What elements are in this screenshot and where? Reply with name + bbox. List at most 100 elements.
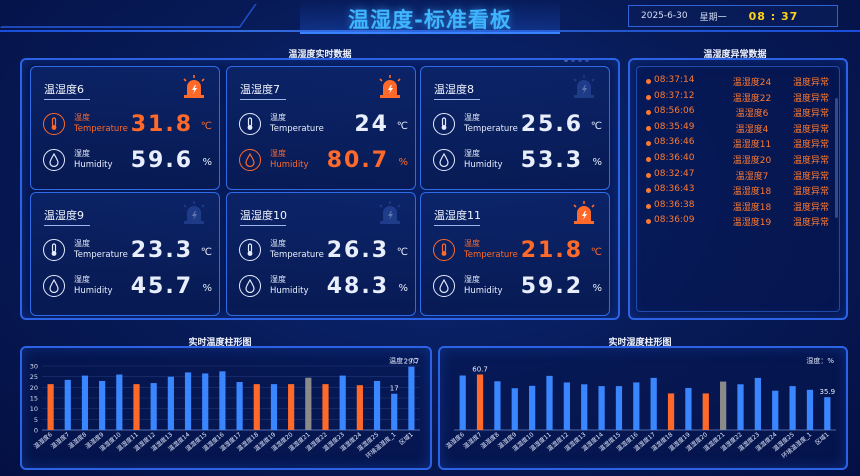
humidity-drop-icon [43,275,65,297]
chart-bar [133,384,140,430]
humidity-label-en: Humidity [74,286,113,296]
data-label: 17 [390,385,399,393]
temperature-row: 温度 Temperature 23.3 ℃ [43,237,215,265]
humidity-value: 80.7 [326,148,389,173]
abnormal-scrollbar[interactable] [835,98,838,218]
x-tick-label: 区域1 [397,430,414,446]
sensor-card[interactable]: 温湿度11 温度 Temperature 21.8 ℃ [420,192,610,316]
sensor-name: 温湿度9 [44,209,84,222]
sensor-card[interactable]: 温湿度6 温度 Temperature 31.8 ℃ [30,66,220,190]
weekday-text: 星期一 [699,12,727,23]
realtime-section-title: 温湿度实时数据 [288,50,352,60]
temp-chart-panel: 温度：℃ 0 5 10 15 20 25 30 温湿度6 温湿度7 温湿度8 温湿度9 温湿度10 温湿度… [20,346,432,470]
sensor-name: 温湿度8 [434,83,474,96]
temperature-value: 31.8 [130,112,193,137]
abnormal-list-item[interactable]: 08:36:09 温湿度19 温度异常 [646,215,836,231]
temp-chart-title: 实时温度柱形图 [188,338,252,348]
temperature-unit: ℃ [200,121,212,132]
y-tick-label: 30 [30,363,38,371]
abnormal-time: 08:37:12 [654,90,695,101]
abnormal-list-item[interactable]: 08:35:49 温湿度4 温度异常 [646,122,836,138]
chart-bar [615,386,623,430]
humidity-unit: % [202,283,212,294]
x-tick-label: 区域1 [813,430,830,446]
humidity-row: 湿度 Humidity 59.6 % [43,147,215,175]
abnormal-list-item[interactable]: 08:36:43 温湿度18 温度异常 [646,184,836,200]
chart-bar [598,386,605,430]
abnormal-status: 温度异常 [792,109,829,120]
abnormal-status: 温度异常 [792,171,829,182]
alert-dot-icon [646,188,651,194]
humidity-value: 53.3 [520,148,583,173]
sensor-card[interactable]: 温湿度8 温度 Temperature 25.6 ℃ [420,66,610,190]
sensor-name: 温湿度6 [44,83,84,96]
abnormal-time: 08:36:46 [654,137,695,148]
abnormal-panel [628,58,848,320]
chart-bar [720,381,727,430]
chart-bar [270,384,278,430]
temperature-unit: ℃ [396,121,408,132]
humidity-label: 湿度 [464,275,480,284]
y-tick-label: 5 [34,416,38,424]
alarm-light-inactive-icon [379,201,401,224]
alert-dot-icon [646,141,651,147]
chart-bar [116,374,123,430]
abnormal-list-item[interactable]: 08:37:12 温湿度22 温度异常 [646,91,836,107]
temperature-label-en: Temperature [464,124,518,134]
abnormal-status: 温度异常 [792,93,829,104]
chart-unit-label: 温度：℃ [389,356,418,365]
abnormal-list-item[interactable]: 08:32:47 温湿度7 温度异常 [646,169,836,185]
chart-bar [563,382,570,430]
alarm-light-icon [379,75,401,98]
alert-dot-icon [646,172,651,178]
chart-bar [202,373,209,430]
temperature-label: 温度 [464,239,480,248]
temperature-value: 25.6 [520,112,583,137]
sensor-name: 温湿度11 [434,209,481,222]
humidity-drop-icon [433,275,455,297]
sensor-name-underline [44,99,90,100]
thermometer-icon [239,113,261,135]
y-tick-label: 0 [34,427,38,435]
abnormal-sensor: 温湿度11 [732,140,772,151]
pager-dots[interactable] [563,48,591,62]
temperature-value: 26.3 [326,238,389,263]
abnormal-status: 温度异常 [792,78,829,88]
chart-bar [737,384,744,430]
thermometer-icon [433,239,455,261]
abnormal-time: 08:36:40 [654,153,695,163]
sensor-card[interactable]: 温湿度9 温度 Temperature 23.3 ℃ [30,192,220,316]
data-label: 29.7 [404,358,420,366]
temperature-value: 23.3 [130,238,193,263]
chart-bar [64,379,71,430]
sensor-name-underline [240,225,286,226]
abnormal-list-item[interactable]: 08:36:40 温湿度20 温度异常 [646,153,836,169]
humidity-value: 59.2 [520,274,583,299]
chart-bar [167,376,174,430]
abnormal-list-item[interactable]: 08:37:14 温湿度24 温度异常 [646,75,836,91]
temperature-label-en: Temperature [74,250,128,260]
temperature-unit: ℃ [590,121,602,132]
sensor-card[interactable]: 温湿度7 温度 Temperature 24 ℃ [226,66,416,190]
humidity-row: 湿度 Humidity 48.3 % [239,273,411,301]
y-tick-label: 25 [30,373,38,381]
sensor-card[interactable]: 温湿度10 温度 Temperature 26.3 ℃ [226,192,416,316]
abnormal-time: 08:36:43 [654,184,695,195]
humidity-value: 45.7 [130,274,193,299]
abnormal-list-item[interactable]: 08:36:38 温湿度18 温度异常 [646,200,836,216]
chart-bar [529,385,536,430]
chart-bar [288,384,295,430]
temperature-label-en: Temperature [464,250,518,260]
abnormal-sensor: 温湿度7 [735,171,769,182]
abnormal-list-item[interactable]: 08:56:06 温湿度6 温度异常 [646,106,836,122]
abnormal-time: 08:35:49 [654,121,695,132]
page-title: 温湿度-标准看板 [348,8,512,32]
abnormal-time: 08:32:47 [654,168,695,179]
abnormal-list-item[interactable]: 08:36:46 温湿度11 温度异常 [646,137,836,153]
chart-bar [219,371,226,430]
chart-bar [81,375,89,430]
chart-bar [650,377,657,430]
chart-bar [581,384,588,430]
header-divider [0,30,860,32]
abnormal-sensor: 温湿度22 [732,93,772,104]
